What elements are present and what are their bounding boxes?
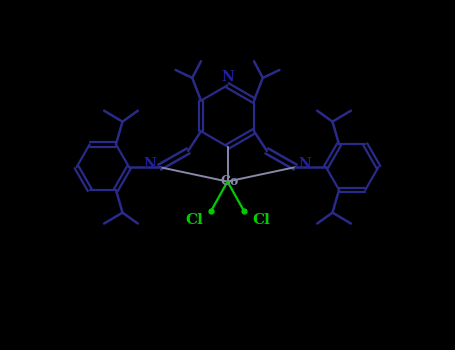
Text: Cl: Cl: [252, 214, 270, 228]
Text: N: N: [143, 157, 156, 171]
Text: N: N: [299, 157, 312, 171]
Text: Co: Co: [220, 175, 238, 188]
Text: N: N: [221, 70, 234, 84]
Text: Cl: Cl: [185, 214, 203, 228]
